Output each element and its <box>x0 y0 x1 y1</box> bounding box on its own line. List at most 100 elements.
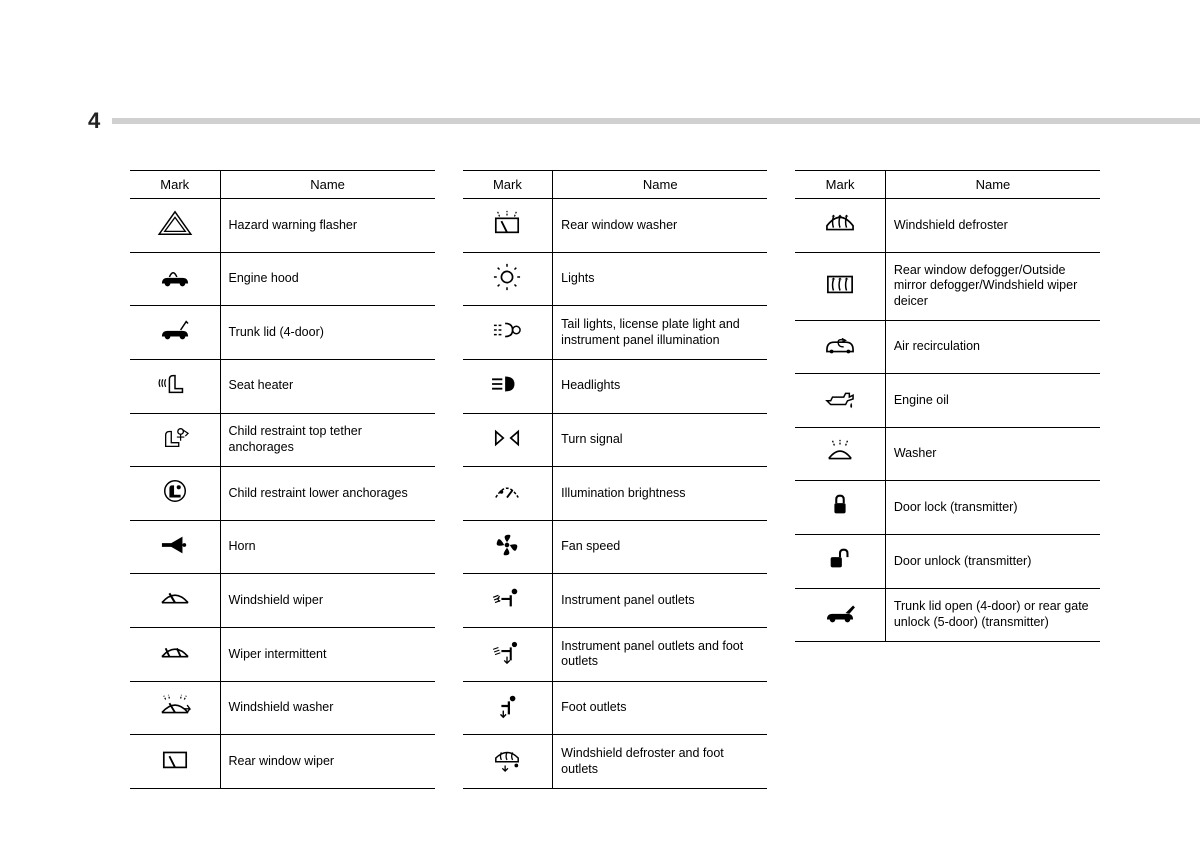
mark-cell <box>130 520 220 574</box>
trunk-icon <box>155 316 195 344</box>
lights-icon <box>487 263 527 291</box>
rear-washer-icon <box>487 209 527 237</box>
table-row: Rear window defogger/Outside mirror defo… <box>795 252 1100 320</box>
table-row: Tail lights, license plate light and ins… <box>463 306 768 360</box>
table-row: Horn <box>130 520 435 574</box>
mark-cell <box>463 574 553 628</box>
panel-foot-icon <box>487 638 527 666</box>
mark-cell <box>130 681 220 735</box>
name-cell: Windshield defroster and foot outlets <box>553 735 768 789</box>
header-mark: Mark <box>463 171 553 199</box>
trunk-open-icon <box>820 599 860 627</box>
name-cell: Windshield wiper <box>220 574 435 628</box>
mark-cell <box>795 320 885 374</box>
table-row: Hazard warning flasher <box>130 199 435 253</box>
mark-cell <box>463 467 553 521</box>
wiper-int-icon <box>155 638 195 666</box>
mark-cell <box>130 413 220 467</box>
mark-cell <box>463 520 553 574</box>
header-name: Name <box>220 171 435 199</box>
washer-icon <box>820 438 860 466</box>
child-lower-icon <box>155 477 195 505</box>
mark-cell <box>130 467 220 521</box>
table-row: Rear window wiper <box>130 735 435 789</box>
illumination-icon <box>487 477 527 505</box>
mark-cell <box>463 413 553 467</box>
name-cell: Foot outlets <box>553 681 768 735</box>
name-cell: Instrument panel outlets <box>553 574 768 628</box>
name-cell: Windshield defroster <box>885 199 1100 253</box>
mark-cell <box>795 374 885 428</box>
table-1: MarkNameHazard warning flasherEngine hoo… <box>130 170 435 789</box>
table-row: Wiper intermittent <box>130 628 435 682</box>
page: 4 MarkNameHazard warning flasherEngine h… <box>0 0 1200 863</box>
name-cell: Engine oil <box>885 374 1100 428</box>
defrost-foot-icon <box>487 745 527 773</box>
header-rule <box>112 118 1200 124</box>
mark-cell <box>463 681 553 735</box>
unlock-icon <box>820 545 860 573</box>
name-cell: Instrument panel outlets and foot outlet… <box>553 628 768 682</box>
mark-cell <box>130 735 220 789</box>
column-1: MarkNameHazard warning flasherEngine hoo… <box>130 170 435 789</box>
table-row: Fan speed <box>463 520 768 574</box>
table-row: Foot outlets <box>463 681 768 735</box>
column-3: MarkNameWindshield defrosterRear window … <box>795 170 1100 789</box>
table-3: MarkNameWindshield defrosterRear window … <box>795 170 1100 642</box>
name-cell: Illumination brightness <box>553 467 768 521</box>
page-header: 4 <box>88 108 1200 134</box>
washer-front-icon <box>155 692 195 720</box>
table-row: Engine hood <box>130 252 435 306</box>
table-row: Windshield washer <box>130 681 435 735</box>
name-cell: Washer <box>885 427 1100 481</box>
table-row: Engine oil <box>795 374 1100 428</box>
mark-cell <box>130 359 220 413</box>
name-cell: Air recirculation <box>885 320 1100 374</box>
table-row: Door lock (transmitter) <box>795 481 1100 535</box>
table-row: Trunk lid open (4-door) or rear gate unl… <box>795 588 1100 642</box>
table-row: Instrument panel outlets <box>463 574 768 628</box>
mark-cell <box>463 359 553 413</box>
mark-cell <box>463 252 553 306</box>
tail-lights-icon <box>487 316 527 344</box>
foot-icon <box>487 692 527 720</box>
name-cell: Hazard warning flasher <box>220 199 435 253</box>
seat-heater-icon <box>155 370 195 398</box>
table-row: Washer <box>795 427 1100 481</box>
mark-cell <box>130 306 220 360</box>
name-cell: Lights <box>553 252 768 306</box>
table-row: Windshield defroster and foot outlets <box>463 735 768 789</box>
header-name: Name <box>553 171 768 199</box>
table-row: Child restraint top tether anchorages <box>130 413 435 467</box>
mark-cell <box>795 427 885 481</box>
hood-icon <box>155 263 195 291</box>
mark-cell <box>795 481 885 535</box>
name-cell: Wiper intermittent <box>220 628 435 682</box>
header-mark: Mark <box>795 171 885 199</box>
rear-defogger-icon <box>820 270 860 298</box>
name-cell: Rear window defogger/Outside mirror defo… <box>885 252 1100 320</box>
table-2: MarkNameRear window washerLightsTail lig… <box>463 170 768 789</box>
name-cell: Door unlock (transmitter) <box>885 535 1100 589</box>
header-name: Name <box>885 171 1100 199</box>
name-cell: Door lock (transmitter) <box>885 481 1100 535</box>
name-cell: Child restraint lower anchorages <box>220 467 435 521</box>
mark-cell <box>463 735 553 789</box>
mark-cell <box>130 628 220 682</box>
mark-cell <box>463 306 553 360</box>
headlights-icon <box>487 370 527 398</box>
name-cell: Fan speed <box>553 520 768 574</box>
mark-cell <box>463 199 553 253</box>
hazard-icon <box>155 209 195 237</box>
table-row: Seat heater <box>130 359 435 413</box>
oil-icon <box>820 384 860 412</box>
mark-cell <box>795 588 885 642</box>
name-cell: Rear window washer <box>553 199 768 253</box>
horn-icon <box>155 531 195 559</box>
name-cell: Trunk lid (4-door) <box>220 306 435 360</box>
name-cell: Horn <box>220 520 435 574</box>
name-cell: Engine hood <box>220 252 435 306</box>
mark-cell <box>795 252 885 320</box>
table-row: Windshield defroster <box>795 199 1100 253</box>
rear-wiper-icon <box>155 745 195 773</box>
